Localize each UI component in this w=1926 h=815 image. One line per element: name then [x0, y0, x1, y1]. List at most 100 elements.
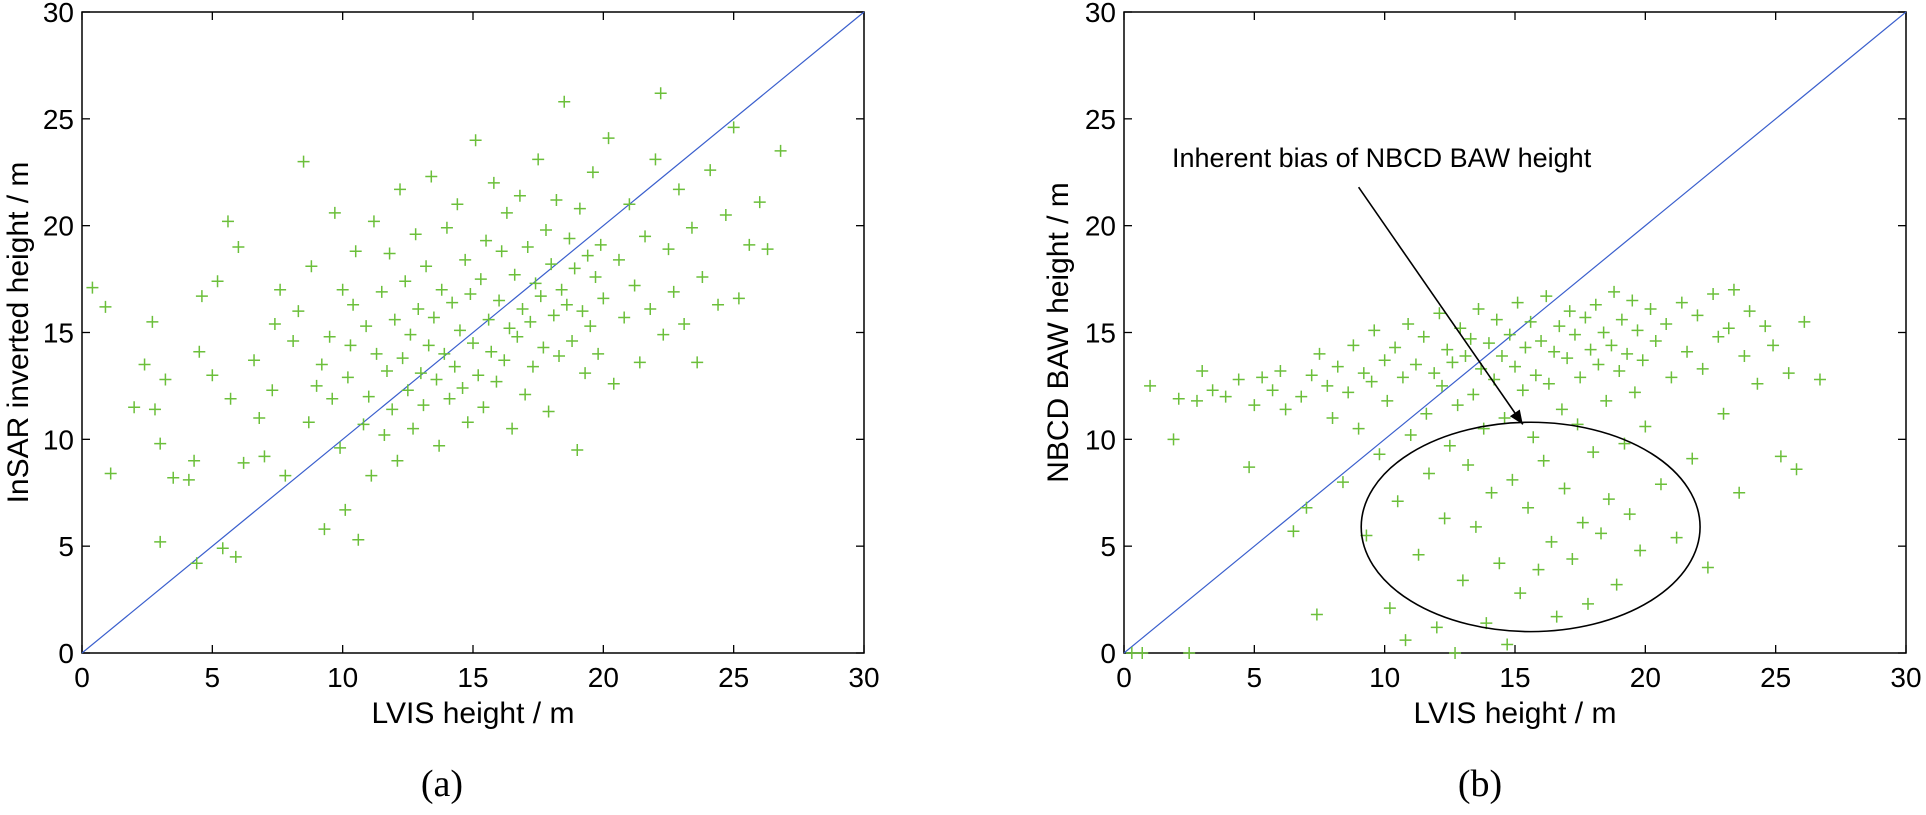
scatter-point [1605, 339, 1618, 352]
scatter-point [221, 215, 234, 228]
scatter-point [1485, 486, 1498, 499]
scatter-point [1428, 367, 1441, 380]
scatter-point [1326, 411, 1339, 424]
scatter-point [318, 523, 331, 536]
scatter-point [1501, 638, 1514, 651]
scatter-point [474, 273, 487, 286]
scatter-point [1279, 403, 1292, 416]
scatter-point [427, 311, 440, 324]
scatter-point [1136, 647, 1149, 659]
scatter-point [104, 467, 117, 480]
scatter-point [443, 392, 456, 405]
scatter-point [553, 350, 566, 363]
scatter-point [594, 238, 607, 251]
y-tick-label: 15 [1085, 318, 1116, 349]
y-tick-label: 5 [58, 531, 74, 562]
scatter-point [1790, 463, 1803, 476]
scatter-point [367, 215, 380, 228]
x-tick-label: 15 [457, 662, 488, 693]
scatter-point [1368, 324, 1381, 337]
chart-panel-a: 0 5 10 15 20 25 30 0 5 10 15 20 25 30 LVIS height / m I… [2, 0, 880, 805]
scatter-point [623, 198, 636, 211]
scatter-point [1446, 356, 1459, 369]
x-axis-label: LVIS height / m [372, 697, 575, 730]
scatter-point [1626, 294, 1639, 307]
scatter-point [1219, 390, 1232, 403]
scatter-point [1383, 602, 1396, 615]
scatter-point [774, 144, 787, 157]
y-tick-label: 10 [43, 424, 74, 455]
scatter-point [383, 247, 396, 260]
scatter-point [323, 330, 336, 343]
scatter-point [1232, 373, 1245, 386]
scatter-point [719, 208, 732, 221]
scatter-point [1634, 544, 1647, 557]
scatter-point [237, 456, 250, 469]
x-tick-label: 30 [1890, 662, 1921, 693]
scatter-point [500, 206, 513, 219]
scatter-point [1125, 647, 1138, 659]
scatter-point [727, 121, 740, 134]
scatter-point [667, 285, 680, 298]
scatter-point [357, 418, 370, 431]
scatter-point [480, 234, 493, 247]
scatter-point [1495, 350, 1508, 363]
scatter-point [618, 311, 631, 324]
scatter-point [1436, 379, 1449, 392]
scatter-point [521, 241, 534, 254]
scatter-point [633, 356, 646, 369]
scatter-point [467, 337, 479, 350]
annotation-arrow-line [1357, 186, 1524, 425]
scatter-point [495, 245, 508, 258]
y-tick-label: 30 [43, 0, 74, 28]
scatter-point [461, 416, 474, 429]
x-tick-label: 30 [848, 662, 879, 693]
scatter-point [1553, 320, 1566, 333]
scatter-point [138, 358, 151, 371]
scatter-point [344, 339, 357, 352]
scatter-point [1313, 347, 1326, 360]
scatter-point [433, 439, 446, 452]
scatter-point [743, 238, 756, 251]
scatter-point [469, 134, 482, 147]
scatter-point [1615, 313, 1628, 326]
scatter-point [607, 377, 620, 390]
scatter-point [438, 347, 451, 360]
scatter-point [1691, 309, 1704, 322]
scatter-point [1412, 548, 1425, 561]
scatter-point [1733, 486, 1746, 499]
scatter-point [558, 95, 571, 108]
scatter-point [302, 416, 315, 429]
scatter-point [422, 339, 435, 352]
scatter-point [248, 354, 261, 367]
scatter-series [86, 87, 787, 570]
scatter-point [380, 364, 393, 377]
scatter-point [704, 164, 717, 177]
scatter-point [1396, 371, 1409, 384]
scatter-point [446, 296, 459, 309]
scatter-point [1300, 501, 1313, 514]
bias-ellipse [1360, 421, 1701, 633]
annotation-arrow-head [1509, 409, 1523, 425]
scatter-point [391, 454, 404, 467]
scatter-point [339, 503, 352, 516]
scatter-point [1295, 390, 1308, 403]
scatter-point [404, 328, 417, 341]
scatter-point [1636, 354, 1649, 367]
scatter-point [657, 328, 670, 341]
scatter-point [1798, 315, 1811, 328]
scatter-point [1433, 307, 1446, 320]
scatter-point [1420, 407, 1433, 420]
scatter-point [1608, 285, 1621, 298]
scatter-point [425, 170, 438, 183]
scatter-point [401, 384, 414, 397]
scatter-point [1464, 332, 1477, 345]
scatter-point [1493, 557, 1506, 570]
scatter-point [498, 354, 511, 367]
scatter-point [566, 335, 579, 348]
scatter-point [409, 228, 422, 241]
scatter-point [159, 373, 172, 386]
scatter-point [662, 243, 675, 256]
scatter-point [1561, 352, 1574, 365]
scatter-point [1266, 384, 1279, 397]
